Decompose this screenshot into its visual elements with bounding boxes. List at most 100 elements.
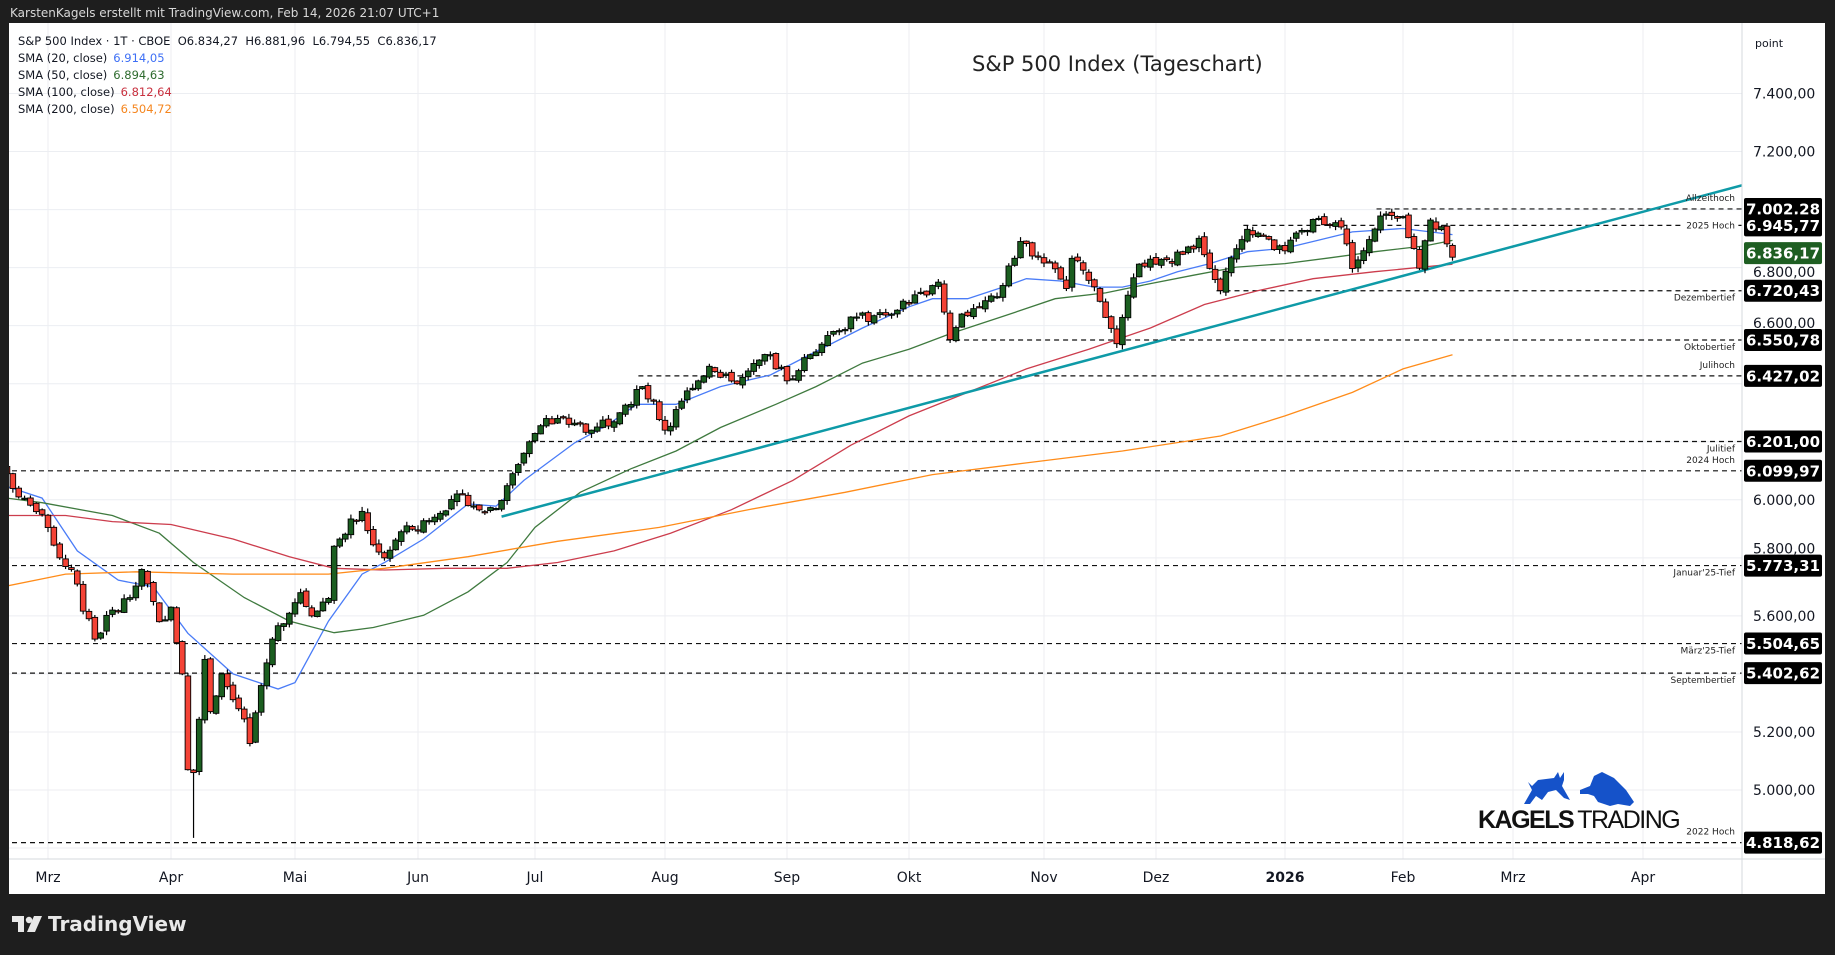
candle-body xyxy=(1079,262,1087,271)
candle-body xyxy=(1130,277,1137,298)
candle-body xyxy=(818,343,826,354)
candle-body xyxy=(905,302,913,305)
candle xyxy=(1147,255,1154,271)
candle-body xyxy=(286,612,293,625)
candle xyxy=(1416,246,1423,271)
candle xyxy=(1211,265,1219,284)
candle xyxy=(308,605,316,618)
candle-body xyxy=(689,387,696,391)
price-label-box xyxy=(1744,554,1822,577)
candle xyxy=(1085,269,1093,285)
candle-body xyxy=(899,300,907,310)
candle xyxy=(1244,225,1251,243)
price-label-box xyxy=(1744,364,1822,387)
candle-body xyxy=(492,508,500,511)
candle xyxy=(138,568,145,590)
candle-body xyxy=(554,418,561,424)
trendline-group[interactable] xyxy=(501,184,1744,518)
candle-body xyxy=(940,283,948,313)
candle xyxy=(115,609,122,614)
price-label-box xyxy=(1744,328,1822,351)
candle xyxy=(1298,227,1306,235)
candle-body xyxy=(1074,256,1081,262)
candle-body xyxy=(85,610,93,620)
candle-body xyxy=(74,570,81,585)
chart-panel[interactable] xyxy=(9,23,1825,894)
candle-body xyxy=(79,583,87,612)
candle xyxy=(33,502,40,514)
candle xyxy=(672,406,680,430)
legend-sma-50[interactable]: SMA (50, close) 6.894,63 xyxy=(18,68,165,82)
trendline[interactable] xyxy=(501,184,1744,518)
candle-body xyxy=(993,296,1001,299)
candle xyxy=(195,716,203,776)
candle xyxy=(1349,239,1356,273)
candle xyxy=(1360,247,1367,265)
candle-body xyxy=(448,499,455,510)
tradingview-icon xyxy=(12,916,42,932)
candle-body xyxy=(923,290,930,296)
candle-body xyxy=(1421,240,1429,270)
candle xyxy=(733,380,741,385)
tradingview-logo[interactable]: TradingView xyxy=(12,912,187,936)
candle-body xyxy=(1270,239,1278,251)
candle xyxy=(97,631,104,640)
candle xyxy=(476,504,483,512)
symbol-ohlc[interactable]: S&P 500 Index · 1T · CBOE O6.834,27 H6.8… xyxy=(18,34,437,48)
sma-20-line[interactable] xyxy=(7,227,1453,690)
candle-body xyxy=(865,312,872,322)
candle xyxy=(761,353,769,365)
candle-body xyxy=(386,549,394,559)
candle-body xyxy=(801,357,808,372)
candle-body xyxy=(976,306,983,309)
x-tick-label: 2026 xyxy=(1266,870,1305,886)
candle-body xyxy=(1321,216,1328,226)
price-axis[interactable]: 7.400,00 7.200,00 6.800,00 6.600,00 6.000,00… xyxy=(1753,87,1815,799)
candle xyxy=(633,385,640,409)
candle xyxy=(923,290,930,298)
candle xyxy=(1206,249,1213,270)
candle xyxy=(381,550,388,561)
candle xyxy=(459,489,466,496)
candle xyxy=(841,327,849,335)
sma-100-line[interactable] xyxy=(7,263,1453,571)
candle-body xyxy=(778,366,785,369)
candle xyxy=(325,596,332,605)
candle xyxy=(241,706,248,723)
candle-body xyxy=(876,312,884,316)
chart-title: S&P 500 Index (Tageschart) xyxy=(972,52,1263,76)
candle xyxy=(314,610,321,618)
candle xyxy=(9,466,11,475)
level-note: Dezembertief xyxy=(1674,294,1736,304)
candle-body xyxy=(1147,258,1154,268)
candle-body xyxy=(548,418,556,425)
candle-body xyxy=(633,389,640,406)
legend-sma-20[interactable]: SMA (20, close) 6.914,05 xyxy=(18,51,165,65)
candle xyxy=(667,422,674,436)
candle-body xyxy=(929,285,936,295)
candles xyxy=(9,208,1456,838)
candle xyxy=(375,539,383,556)
x-tick-label: Aug xyxy=(651,870,678,886)
candle-body xyxy=(184,675,192,771)
level-note: Septembertief xyxy=(1671,676,1736,686)
candle xyxy=(1074,253,1081,263)
candle-body xyxy=(847,316,855,330)
candle xyxy=(1005,263,1013,288)
sma-200-line[interactable] xyxy=(7,354,1453,587)
candle-body xyxy=(364,512,371,532)
time-axis[interactable]: Mrz Apr Mai Jun Jul Aug Sep Okt Nov Dez 2026 Feb Mrz… xyxy=(35,870,1655,886)
sma-50-line[interactable] xyxy=(7,239,1453,634)
candle xyxy=(576,420,584,427)
candle-body xyxy=(1292,232,1300,239)
candle-body xyxy=(728,371,735,382)
candle-body xyxy=(1085,271,1093,281)
candle-body xyxy=(756,359,763,366)
legend-sma-200[interactable]: SMA (200, close) 6.504,72 xyxy=(18,102,172,116)
price-axis-unit[interactable]: point xyxy=(1755,37,1784,50)
candle xyxy=(56,542,63,560)
candle xyxy=(1096,287,1104,303)
legend-sma-100[interactable]: SMA (100, close) 6.812,64 xyxy=(18,85,172,99)
candle xyxy=(1135,263,1143,278)
